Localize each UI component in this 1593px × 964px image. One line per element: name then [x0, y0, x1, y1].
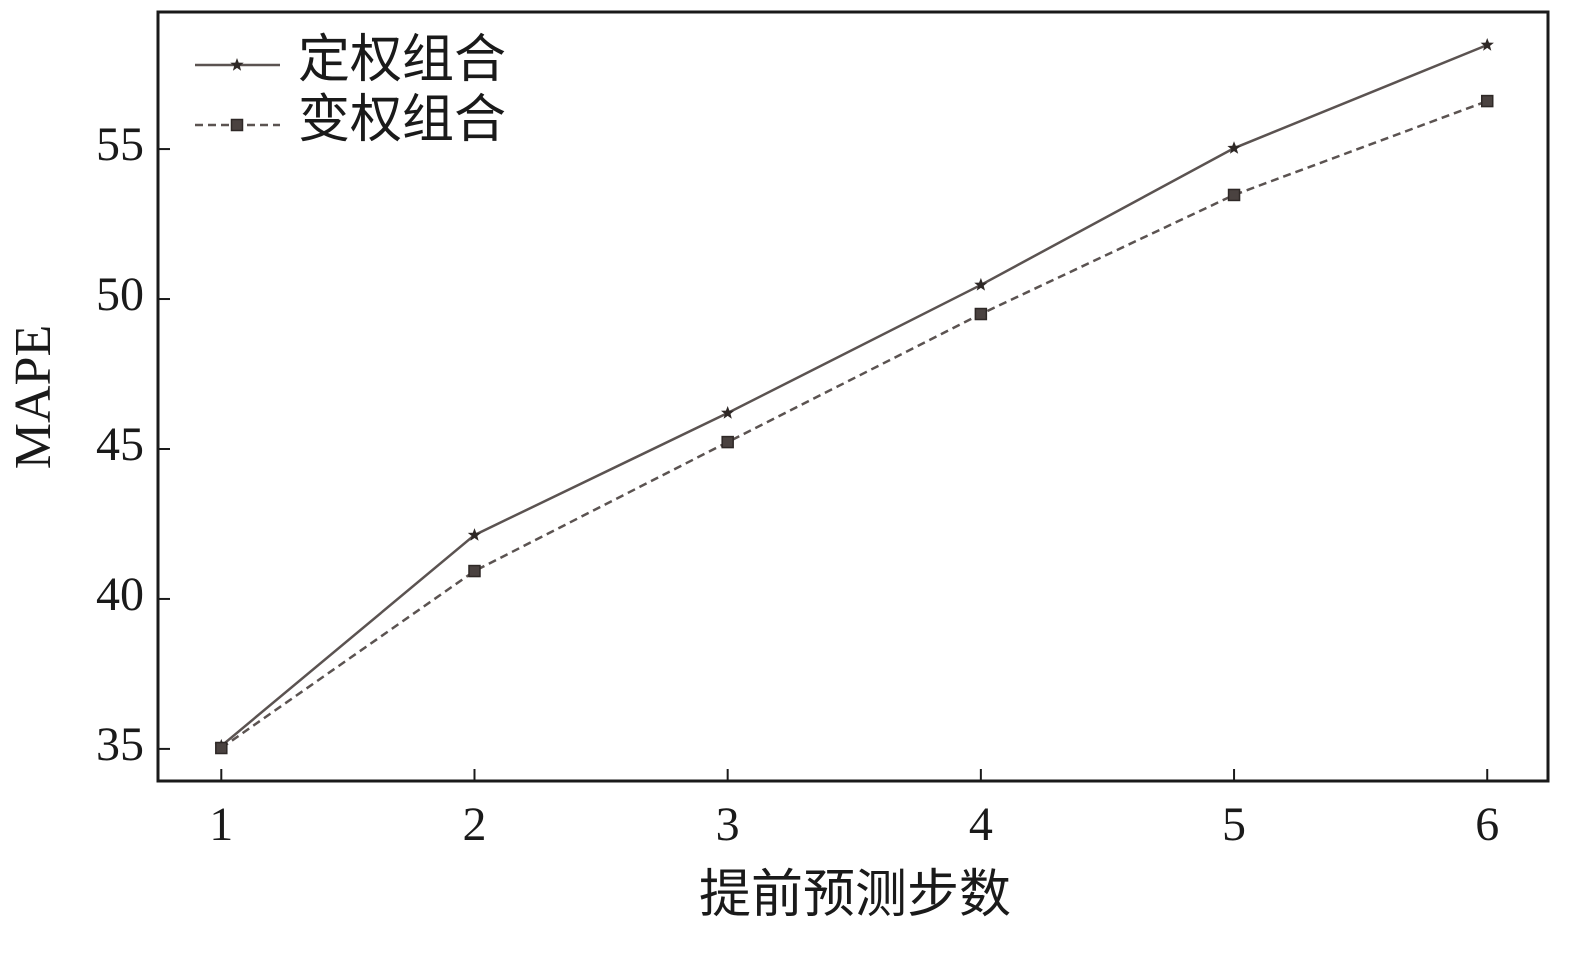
marker — [1480, 94, 1494, 108]
x-tick-label: 5 — [1222, 798, 1246, 851]
y-axis-label: MAPE — [5, 325, 62, 469]
x-tick-label: 3 — [716, 798, 740, 851]
y-tick-label: 45 — [96, 418, 144, 471]
marker — [467, 528, 482, 541]
marker — [215, 741, 228, 755]
y-tick-label: 35 — [96, 718, 144, 771]
x-tick-label: 4 — [969, 798, 993, 851]
marker — [721, 435, 734, 449]
marker — [721, 406, 735, 419]
y-tick-label: 50 — [96, 268, 144, 321]
x-tick-label: 2 — [462, 798, 486, 851]
marker — [1480, 38, 1494, 51]
marker — [1227, 141, 1241, 154]
plot-frame — [156, 10, 1550, 783]
y-tick-label: 40 — [96, 568, 144, 621]
x-tick-label: 6 — [1475, 798, 1499, 851]
legend-marker — [230, 118, 244, 132]
marker — [974, 307, 988, 321]
marker — [1227, 188, 1241, 202]
series-line — [220, 99, 1488, 750]
y-tick-label: 55 — [96, 118, 144, 171]
legend-marker — [230, 58, 244, 71]
x-tick-label: 1 — [209, 798, 233, 851]
legend-label: 变权组合 — [298, 92, 506, 149]
x-axis-label: 提前预测步数 — [699, 867, 1011, 924]
legend-label: 定权组合 — [298, 32, 506, 89]
marker — [468, 564, 481, 578]
marker — [974, 277, 988, 291]
series-line — [220, 43, 1488, 747]
